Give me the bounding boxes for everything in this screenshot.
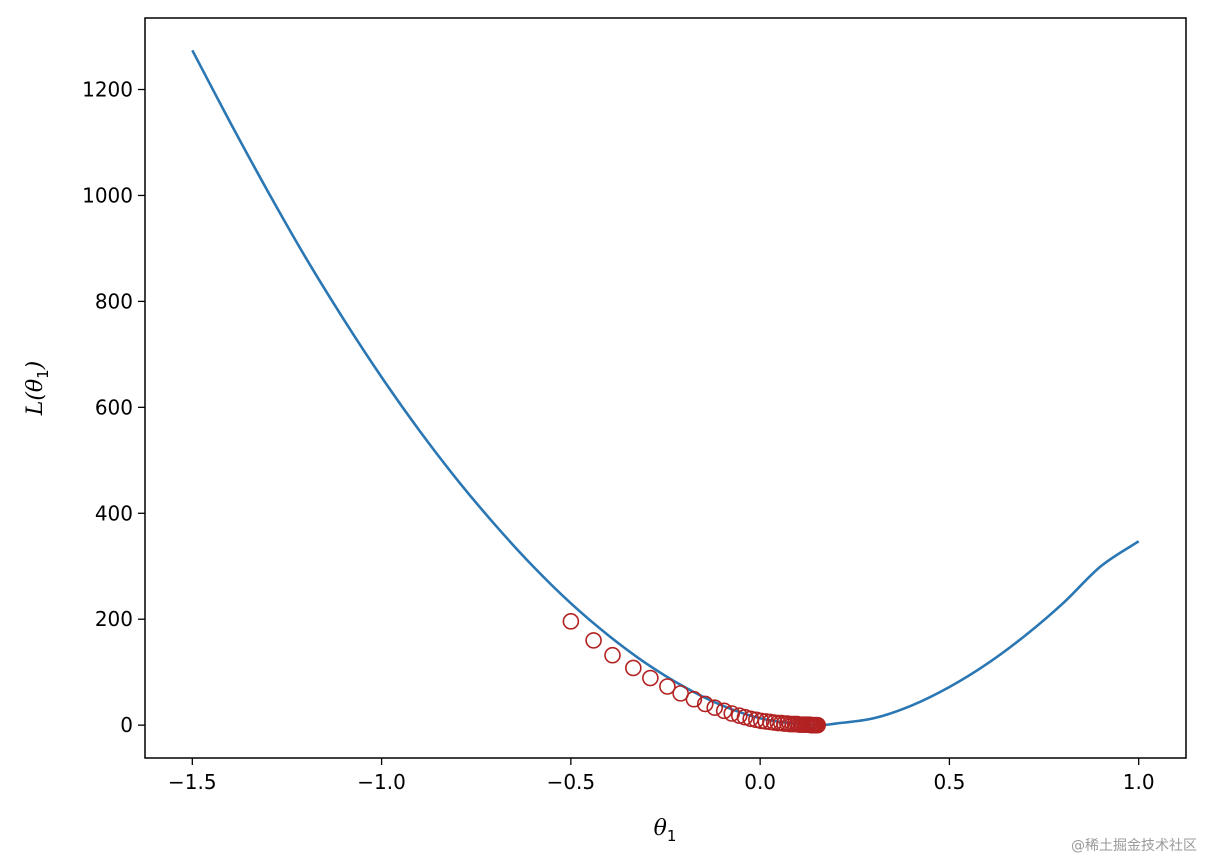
- x-tick-label: 0.5: [934, 770, 966, 794]
- y-tick-label: 200: [95, 607, 133, 631]
- x-axis-label: θ1: [654, 816, 677, 845]
- gradient-step-point: [604, 646, 621, 664]
- gradient-step-point: [809, 716, 826, 734]
- gradient-step-point: [659, 678, 676, 695]
- gradient-step-point: [562, 613, 580, 630]
- y-axis-label: L(θ1): [23, 361, 52, 417]
- y-tick-label: 0: [120, 713, 133, 737]
- y-tick-label: 800: [95, 289, 133, 313]
- gradient-step-point: [585, 632, 602, 649]
- y-tick-label: 600: [95, 395, 133, 419]
- gradient-step-point: [752, 712, 770, 730]
- x-tick-label: 0.0: [744, 770, 776, 794]
- x-axis-ticks: −1.5 −1.0 −0.5 0.0 0.5 1.0: [168, 758, 1155, 794]
- plot-area: [144, 17, 1187, 759]
- gradient-step-point: [696, 695, 714, 713]
- gradient-step-point: [625, 659, 642, 677]
- y-axis-ticks: 0 200 400 600 800 1000 1200: [82, 78, 145, 737]
- gradient-step-point: [706, 699, 724, 716]
- watermark: @稀土掘金技术社区: [1071, 838, 1197, 854]
- x-tick-label: 1.0: [1123, 770, 1155, 794]
- y-tick-label: 1000: [82, 183, 133, 207]
- scatter-series-layer: [562, 613, 826, 734]
- y-tick-label: 1200: [82, 78, 133, 102]
- x-tick-label: −1.0: [357, 770, 406, 794]
- gradient-step-point: [685, 690, 703, 708]
- x-tick-label: −1.5: [168, 770, 217, 794]
- y-tick-label: 400: [95, 501, 133, 525]
- x-tick-label: −0.5: [547, 770, 596, 794]
- gradient-step-point: [642, 669, 659, 687]
- gradient-step-point: [715, 702, 733, 720]
